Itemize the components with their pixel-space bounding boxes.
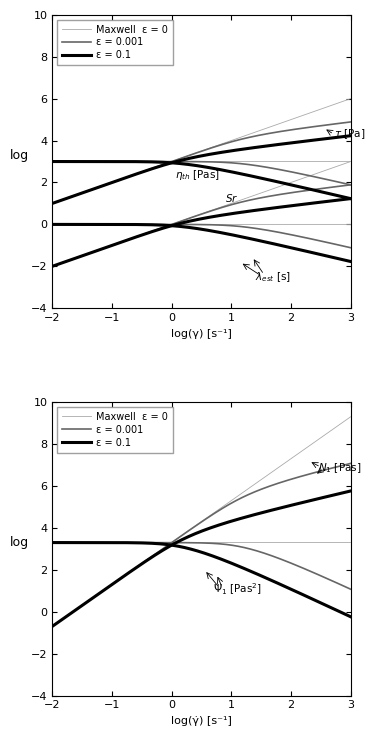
Text: $N_1$ [Pas]: $N_1$ [Pas] [318, 461, 361, 475]
Legend: Maxwell  ε = 0, ε = 0.001, ε = 0.1: Maxwell ε = 0, ε = 0.001, ε = 0.1 [57, 407, 173, 453]
Text: $\eta_{th}$ [Pas]: $\eta_{th}$ [Pas] [175, 168, 219, 182]
Y-axis label: log: log [10, 536, 29, 549]
Legend: Maxwell  ε = 0, ε = 0.001, ε = 0.1: Maxwell ε = 0, ε = 0.001, ε = 0.1 [57, 20, 173, 65]
X-axis label: log(γ) [s⁻¹]: log(γ) [s⁻¹] [171, 329, 232, 339]
Text: $Sr$: $Sr$ [225, 192, 239, 204]
Text: $\Psi_1$ [Pas$^2$]: $\Psi_1$ [Pas$^2$] [213, 581, 262, 596]
X-axis label: log(γ̇) [s⁻¹]: log(γ̇) [s⁻¹] [171, 716, 232, 726]
Y-axis label: log: log [10, 149, 29, 161]
Text: $\tau$ [Pa]: $\tau$ [Pa] [334, 127, 365, 141]
Text: $\lambda_{est}$ [s]: $\lambda_{est}$ [s] [255, 270, 291, 283]
